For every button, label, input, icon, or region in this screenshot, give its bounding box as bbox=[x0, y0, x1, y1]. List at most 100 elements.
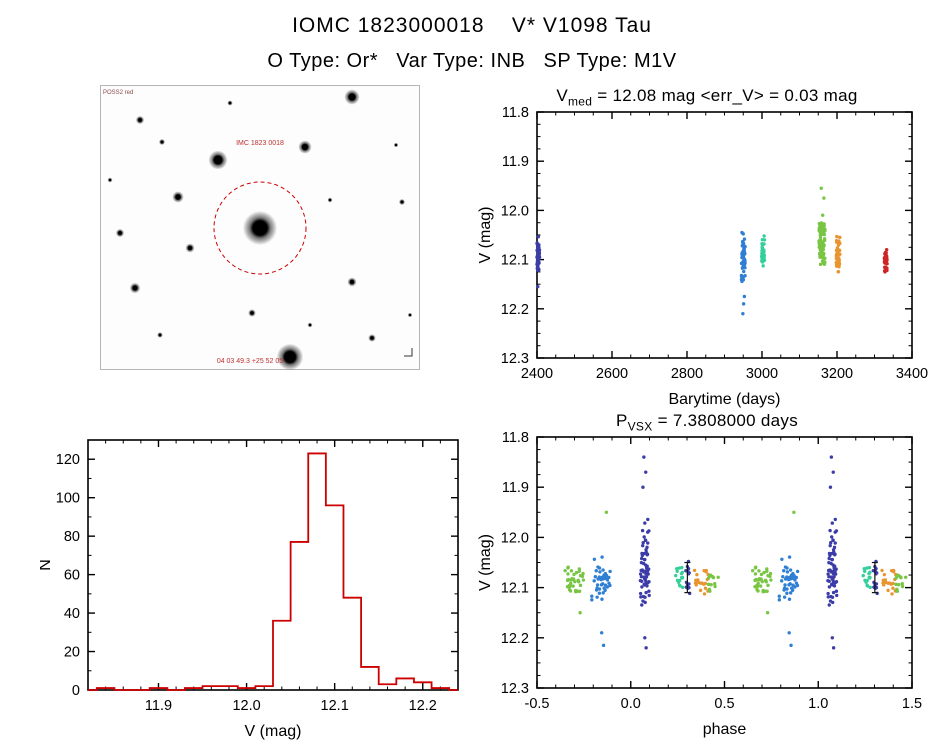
target-circle bbox=[213, 181, 307, 275]
data-point bbox=[536, 245, 541, 249]
data-point bbox=[740, 252, 744, 257]
data-point bbox=[793, 585, 797, 589]
x-tick-label: 0.0 bbox=[621, 696, 641, 712]
data-point bbox=[830, 636, 835, 640]
page-title: IOMC 1823000018 V* V1098 Tau bbox=[292, 14, 652, 37]
x-axis-label: V (mag) bbox=[245, 723, 302, 740]
data-point bbox=[832, 553, 837, 557]
data-point bbox=[605, 585, 610, 589]
y-tick-label: 0 bbox=[72, 683, 80, 699]
data-point bbox=[593, 575, 598, 579]
data-point bbox=[596, 565, 600, 569]
data-point bbox=[687, 571, 691, 575]
data-point bbox=[640, 585, 644, 589]
data-point bbox=[675, 569, 679, 573]
data-point bbox=[753, 572, 758, 576]
data-point bbox=[777, 594, 781, 598]
data-point bbox=[881, 578, 886, 582]
data-point bbox=[711, 575, 716, 580]
star bbox=[347, 277, 357, 287]
data-point bbox=[639, 575, 644, 579]
data-point bbox=[740, 243, 745, 247]
data-point bbox=[642, 575, 646, 579]
star bbox=[227, 100, 233, 106]
data-point bbox=[574, 590, 578, 594]
data-point bbox=[742, 257, 746, 261]
data-point bbox=[822, 196, 826, 200]
data-point bbox=[838, 252, 842, 256]
data-point bbox=[826, 595, 831, 599]
data-point bbox=[755, 588, 759, 592]
data-point bbox=[886, 588, 890, 593]
data-point bbox=[867, 575, 871, 580]
data-point bbox=[596, 577, 600, 581]
histogram-outline bbox=[88, 452, 458, 691]
data-point bbox=[819, 239, 823, 244]
data-point bbox=[641, 485, 645, 489]
data-point bbox=[704, 570, 708, 574]
data-point bbox=[875, 571, 879, 575]
data-point bbox=[750, 568, 755, 573]
data-point bbox=[890, 592, 894, 596]
lightcurve-title: Vmed = 12.08 mag <err_V> = 0.03 mag bbox=[470, 86, 944, 108]
data-point bbox=[577, 580, 581, 584]
data-point bbox=[787, 597, 792, 601]
data-point bbox=[899, 575, 903, 580]
data-point bbox=[828, 553, 832, 558]
data-point bbox=[703, 581, 708, 586]
data-point bbox=[828, 543, 832, 548]
data-point bbox=[833, 517, 838, 522]
data-point bbox=[590, 598, 594, 602]
star bbox=[242, 210, 278, 246]
data-point bbox=[817, 226, 822, 230]
data-point bbox=[832, 575, 836, 579]
y-tick-label: 12.3 bbox=[501, 681, 529, 697]
data-point bbox=[645, 584, 649, 588]
data-point bbox=[829, 575, 834, 579]
data-point bbox=[755, 583, 759, 588]
data-point bbox=[780, 557, 784, 561]
star bbox=[307, 322, 313, 328]
y-tick-label: 11.8 bbox=[502, 432, 529, 446]
y-tick-label: 11.9 bbox=[502, 154, 529, 170]
data-point bbox=[639, 560, 644, 565]
data-point bbox=[638, 578, 643, 583]
data-point bbox=[867, 565, 872, 570]
data-point bbox=[836, 269, 840, 274]
data-point bbox=[819, 186, 823, 190]
data-point bbox=[641, 594, 646, 599]
phase-title-main: P bbox=[615, 411, 628, 430]
data-point bbox=[638, 572, 643, 576]
data-point bbox=[675, 566, 679, 571]
data-point bbox=[868, 585, 872, 590]
data-point bbox=[756, 578, 761, 582]
data-point bbox=[569, 569, 574, 573]
data-point bbox=[760, 245, 764, 249]
data-point bbox=[741, 302, 746, 306]
data-point bbox=[643, 538, 648, 542]
data-point bbox=[830, 600, 835, 605]
data-point bbox=[827, 556, 831, 561]
data-point bbox=[882, 572, 887, 577]
data-point bbox=[608, 569, 612, 574]
y-tick-label: 12.2 bbox=[501, 631, 529, 647]
data-point bbox=[642, 582, 646, 587]
y-tick-label: 11.9 bbox=[502, 480, 529, 496]
data-point bbox=[900, 582, 904, 586]
data-point bbox=[837, 258, 841, 262]
data-point bbox=[789, 643, 793, 648]
data-point bbox=[880, 568, 884, 573]
data-point bbox=[601, 643, 606, 648]
data-point bbox=[706, 582, 711, 587]
data-point bbox=[571, 584, 575, 588]
data-point bbox=[828, 485, 833, 489]
data-point bbox=[835, 254, 839, 258]
data-point bbox=[826, 591, 830, 596]
data-point bbox=[707, 587, 712, 592]
x-tick-label: 0.5 bbox=[714, 696, 734, 712]
y-tick-label: 11.8 bbox=[502, 105, 529, 121]
star bbox=[298, 140, 312, 154]
data-point bbox=[742, 269, 746, 274]
data-point bbox=[861, 573, 865, 578]
data-point bbox=[643, 557, 647, 562]
